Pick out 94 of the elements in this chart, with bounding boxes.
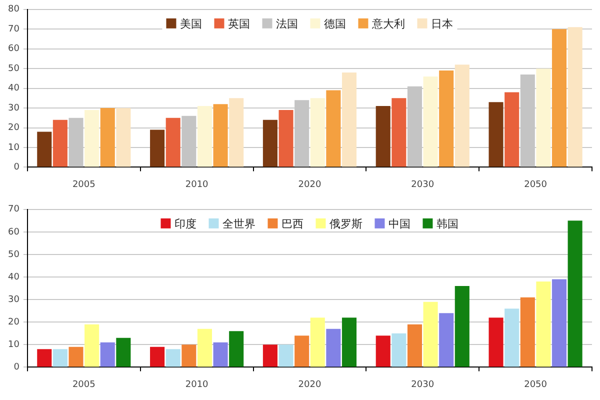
- bar: [278, 344, 294, 367]
- legend-label: 意大利: [371, 17, 406, 30]
- y-tick-label: 70: [8, 204, 20, 215]
- bar: [342, 318, 357, 367]
- legend-label: 美国: [180, 17, 202, 30]
- y-tick-label: 50: [8, 64, 20, 74]
- bar: [278, 110, 294, 167]
- bar: [552, 29, 567, 167]
- bar: [504, 92, 520, 167]
- bar: [100, 108, 115, 167]
- bar: [294, 336, 310, 367]
- bar: [326, 90, 341, 167]
- bar: [536, 282, 551, 367]
- x-tick-label: 2050: [524, 380, 548, 390]
- legend-label: 英国: [228, 17, 250, 30]
- x-tick-label: 2030: [411, 180, 434, 190]
- bar: [376, 106, 390, 167]
- bar: [37, 349, 52, 367]
- bar: [310, 98, 325, 167]
- bar: [342, 72, 357, 167]
- y-tick-label: 20: [8, 317, 20, 328]
- bar: [84, 110, 100, 167]
- x-tick-label: 2005: [72, 380, 96, 390]
- x-tick-label: 2005: [72, 180, 96, 190]
- y-tick-label: 10: [8, 340, 20, 350]
- x-tick-label: 2020: [298, 380, 322, 390]
- x-tick-label: 2050: [524, 180, 548, 190]
- bar: [213, 104, 228, 167]
- legend-label: 俄罗斯: [330, 217, 363, 230]
- bar: [504, 308, 520, 367]
- bar: [116, 108, 131, 167]
- bar: [150, 130, 165, 167]
- legend-label: 全世界: [222, 217, 256, 230]
- legend-label: 韩国: [436, 217, 459, 230]
- y-tick-label: 60: [8, 227, 20, 238]
- legend-label: 巴西: [282, 217, 304, 230]
- bar: [552, 279, 567, 367]
- bar: [392, 98, 406, 167]
- y-tick-label: 30: [8, 294, 20, 305]
- bar: [326, 328, 341, 367]
- x-tick-label: 2030: [411, 380, 434, 390]
- bar: [166, 118, 180, 167]
- bar: [423, 302, 438, 367]
- y-tick-label: 30: [8, 103, 20, 114]
- bar: [197, 106, 212, 167]
- y-tick-label: 70: [8, 24, 20, 34]
- bar: [116, 338, 131, 367]
- legend-label: 印度: [174, 217, 197, 230]
- y-tick-label: 80: [8, 4, 20, 15]
- bar: [213, 342, 228, 367]
- legend-label: 中国: [388, 217, 411, 230]
- y-tick-label: 50: [8, 250, 20, 260]
- x-tick-label: 2010: [185, 380, 209, 390]
- y-tick-label: 40: [8, 84, 20, 94]
- bar: [262, 120, 278, 167]
- y-tick-label: 40: [8, 272, 20, 282]
- bar: [262, 344, 278, 367]
- y-tick-label: 60: [8, 44, 20, 54]
- bar: [392, 333, 406, 367]
- bar: [37, 132, 52, 167]
- bar: [376, 336, 390, 367]
- bar: [150, 346, 165, 367]
- bar: [407, 324, 422, 367]
- bar: [488, 102, 504, 167]
- bar: [439, 313, 454, 367]
- legend-label: 德国: [324, 17, 346, 30]
- x-tick-label: 2020: [298, 180, 322, 190]
- bar: [229, 98, 244, 167]
- bar: [568, 27, 582, 167]
- bar: [439, 70, 454, 167]
- legend-label: 法国: [276, 17, 298, 30]
- bar: [166, 349, 180, 367]
- bar: [488, 318, 504, 367]
- bar: [536, 68, 551, 167]
- x-tick-label: 2010: [185, 180, 209, 190]
- y-tick-label: 10: [8, 142, 20, 153]
- y-tick-label: 20: [8, 123, 20, 134]
- bar: [84, 324, 100, 367]
- bar: [520, 297, 535, 367]
- bar: [454, 64, 470, 167]
- bar: [197, 328, 212, 367]
- bar: [568, 220, 582, 367]
- bar: [229, 331, 244, 367]
- y-tick-label: 0: [14, 162, 20, 173]
- bar: [423, 76, 438, 167]
- bar: [52, 349, 68, 367]
- bar: [68, 346, 84, 367]
- bar: [100, 342, 115, 367]
- bar: [52, 120, 68, 167]
- y-tick-label: 0: [14, 362, 20, 373]
- bar: [454, 286, 470, 367]
- bar: [182, 344, 196, 367]
- legend-label: 日本: [431, 17, 454, 30]
- bar: [310, 318, 325, 367]
